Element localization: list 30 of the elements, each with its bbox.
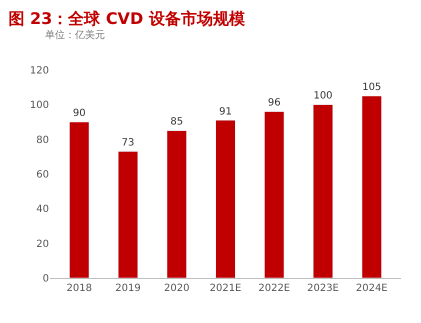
data-label: 91 (219, 106, 232, 118)
bar (264, 111, 284, 278)
bar (118, 151, 138, 278)
y-tick-label: 20 (36, 238, 49, 250)
x-tick-label: 2020 (164, 283, 190, 294)
bar (216, 120, 236, 278)
y-tick-label: 40 (36, 204, 49, 216)
x-tick-label: 2019 (115, 283, 141, 294)
data-label: 105 (362, 82, 382, 93)
data-label: 100 (313, 90, 333, 102)
bar (362, 96, 382, 278)
y-tick-label: 120 (30, 66, 49, 76)
x-tick-label: 2021E (210, 283, 242, 294)
y-tick-label: 60 (36, 170, 49, 180)
y-tick-label: 100 (30, 100, 49, 112)
data-label: 73 (122, 137, 134, 148)
x-tick-label: 2022E (258, 283, 290, 294)
data-label: 90 (72, 108, 86, 119)
y-tick-label: 0 (42, 274, 49, 284)
bar (313, 104, 333, 278)
bar (166, 130, 187, 278)
x-tick-label: 2024E (356, 283, 388, 294)
x-tick-label: 2018 (66, 283, 92, 294)
bar (69, 122, 90, 278)
chart-title: 图 23：全球 CVD 设备市场规模 (8, 9, 245, 28)
y-tick-label: 80 (36, 134, 49, 146)
x-tick-label: 2023E (307, 283, 339, 294)
data-label: 96 (268, 98, 281, 109)
text: 单位：亿美元 (45, 29, 105, 41)
data-label: 85 (170, 116, 184, 128)
